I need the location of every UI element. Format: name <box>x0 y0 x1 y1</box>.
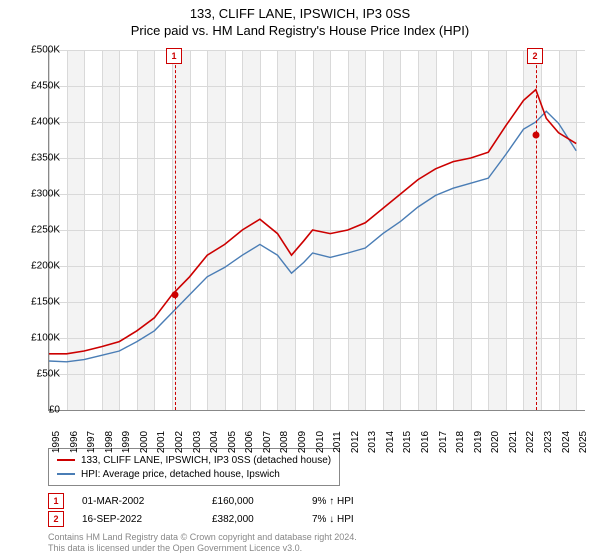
series-line-hpi <box>49 111 576 362</box>
x-axis-label: 2016 <box>420 431 431 453</box>
x-axis-label: 2011 <box>332 431 343 453</box>
y-axis-label: £100K <box>16 333 60 344</box>
y-axis-label: £0 <box>16 405 60 416</box>
legend-label: 133, CLIFF LANE, IPSWICH, IP3 0SS (detac… <box>81 455 331 466</box>
footer-attribution: Contains HM Land Registry data © Crown c… <box>48 532 357 554</box>
y-axis-label: £50K <box>16 369 60 380</box>
sale-price: £160,000 <box>212 496 312 507</box>
plot-svg <box>49 50 585 410</box>
y-axis-label: £200K <box>16 261 60 272</box>
x-axis-label: 2004 <box>209 431 220 453</box>
legend-item: HPI: Average price, detached house, Ipsw… <box>57 467 331 481</box>
sale-price: £382,000 <box>212 514 312 525</box>
x-axis-label: 1997 <box>86 431 97 453</box>
x-axis-label: 1995 <box>51 431 62 453</box>
sale-marker-line <box>536 50 537 410</box>
x-axis-label: 2006 <box>244 431 255 453</box>
sale-row: 2 16-SEP-2022£382,0007% ↓ HPI <box>48 510 412 528</box>
sale-pct: 9% ↑ HPI <box>312 496 412 507</box>
sale-marker-box: 2 <box>527 48 543 64</box>
y-axis-label: £350K <box>16 153 60 164</box>
title-address: 133, CLIFF LANE, IPSWICH, IP3 0SS <box>0 6 600 21</box>
y-axis-label: £300K <box>16 189 60 200</box>
x-axis-label: 2007 <box>262 431 273 453</box>
x-axis-label: 2003 <box>192 431 203 453</box>
x-axis-label: 2015 <box>402 431 413 453</box>
x-axis-label: 2018 <box>455 431 466 453</box>
footer-line1: Contains HM Land Registry data © Crown c… <box>48 532 357 543</box>
legend-swatch <box>57 459 75 461</box>
x-axis-label: 1998 <box>104 431 115 453</box>
legend-label: HPI: Average price, detached house, Ipsw… <box>81 469 280 480</box>
sale-row: 1 01-MAR-2002£160,0009% ↑ HPI <box>48 492 412 510</box>
sale-pct: 7% ↓ HPI <box>312 514 412 525</box>
plot-area <box>48 50 585 411</box>
x-axis-label: 2013 <box>367 431 378 453</box>
y-axis-label: £400K <box>16 117 60 128</box>
legend: 133, CLIFF LANE, IPSWICH, IP3 0SS (detac… <box>48 448 340 486</box>
x-axis-label: 1999 <box>121 431 132 453</box>
x-axis-label: 2021 <box>508 431 519 453</box>
x-axis-label: 2008 <box>279 431 290 453</box>
legend-item: 133, CLIFF LANE, IPSWICH, IP3 0SS (detac… <box>57 453 331 467</box>
x-axis-label: 2024 <box>561 431 572 453</box>
x-axis-label: 2012 <box>350 431 361 453</box>
sale-marker-line <box>175 50 176 410</box>
y-axis-label: £250K <box>16 225 60 236</box>
x-axis-label: 2017 <box>438 431 449 453</box>
series-line-price_paid <box>49 90 576 354</box>
x-axis-label: 1996 <box>69 431 80 453</box>
x-axis-label: 2000 <box>139 431 150 453</box>
sale-date: 16-SEP-2022 <box>82 514 212 525</box>
y-axis-label: £500K <box>16 45 60 56</box>
x-axis-label: 2005 <box>227 431 238 453</box>
x-axis-label: 2022 <box>525 431 536 453</box>
sale-row-marker: 2 <box>48 511 64 527</box>
legend-swatch <box>57 473 75 475</box>
x-axis-label: 2009 <box>297 431 308 453</box>
title-block: 133, CLIFF LANE, IPSWICH, IP3 0SS Price … <box>0 0 600 38</box>
title-subtitle: Price paid vs. HM Land Registry's House … <box>0 23 600 38</box>
y-axis-label: £450K <box>16 81 60 92</box>
x-axis-label: 2002 <box>174 431 185 453</box>
x-axis-label: 2014 <box>385 431 396 453</box>
sale-date: 01-MAR-2002 <box>82 496 212 507</box>
sale-row-marker: 1 <box>48 493 64 509</box>
footer-line2: This data is licensed under the Open Gov… <box>48 543 357 554</box>
sales-table: 1 01-MAR-2002£160,0009% ↑ HPI 2 16-SEP-2022… <box>48 492 412 528</box>
x-axis-label: 2023 <box>543 431 554 453</box>
x-axis-label: 2010 <box>315 431 326 453</box>
chart-container: 133, CLIFF LANE, IPSWICH, IP3 0SS Price … <box>0 0 600 560</box>
x-axis-label: 2001 <box>156 431 167 453</box>
x-axis-label: 2025 <box>578 431 589 453</box>
sale-marker-box: 1 <box>166 48 182 64</box>
y-axis-label: £150K <box>16 297 60 308</box>
x-axis-label: 2019 <box>473 431 484 453</box>
x-axis-label: 2020 <box>490 431 501 453</box>
